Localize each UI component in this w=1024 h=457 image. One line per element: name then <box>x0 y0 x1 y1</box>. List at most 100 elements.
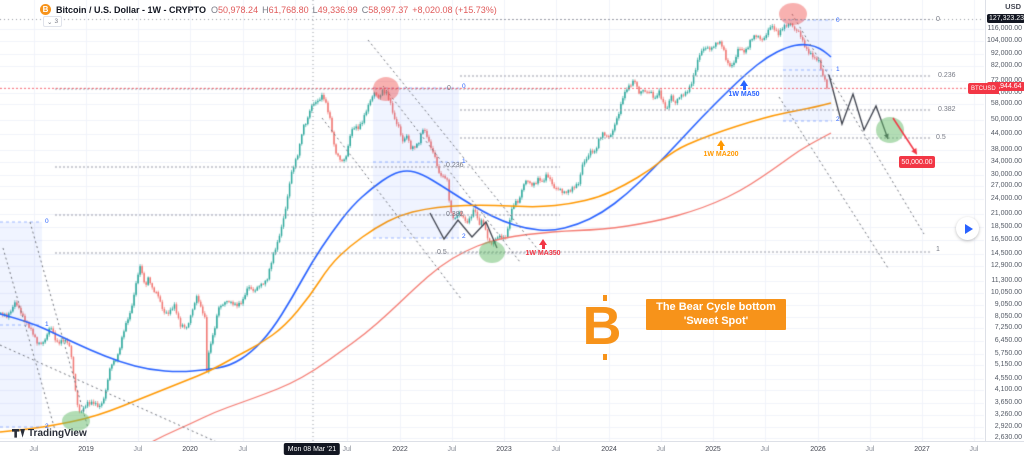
price-tick-label: 7,250.00 <box>994 324 1022 332</box>
target-price-label[interactable]: 50,000.00 <box>899 156 935 168</box>
price-axis[interactable]: USD 127,323.23 66,944.64 116,000.00 104,0… <box>985 0 1024 441</box>
low-label: L <box>312 4 318 15</box>
time-tick-label: Jul <box>238 446 248 453</box>
price-axis-unit: USD <box>1005 2 1021 11</box>
open-label: O <box>211 4 219 15</box>
price-tick-label: 24,000.00 <box>990 195 1022 203</box>
crosshair-date-label: Mon 08 Mar '21 <box>283 443 341 455</box>
price-tick-label: 5,150.00 <box>994 361 1022 369</box>
price-tick-label: 50,000.00 <box>990 115 1022 123</box>
price-tick-label: 18,500.00 <box>990 223 1022 231</box>
current-price-symbol-tag: BTCUSD <box>968 83 999 95</box>
price-tick-label: 82,000.00 <box>990 62 1022 70</box>
callout-line1: The Bear Cycle bottom <box>656 301 776 313</box>
price-tick-label: 10,050.00 <box>990 289 1022 297</box>
symbol-legend[interactable]: B Bitcoin / U.S. Dollar - 1W - CRYPTO O5… <box>40 3 497 16</box>
up-arrow-icon <box>717 140 725 146</box>
price-tick-label: 14,500.00 <box>990 249 1022 257</box>
time-tick-label: Jul <box>551 446 561 453</box>
tradingview-watermark[interactable]: TradingView <box>12 428 87 439</box>
time-tick-label: 2026 <box>810 446 826 453</box>
close-value: 58,997.37 <box>368 4 409 15</box>
price-tick-label: 2,920.00 <box>994 422 1022 430</box>
current-price-label: 66,944.64 <box>987 82 1024 92</box>
fib-level-label: 0.236 <box>938 72 956 79</box>
tradingview-brand-text: TradingView <box>28 428 87 439</box>
box-level-label: 2 <box>836 116 840 123</box>
time-tick-label: Jul <box>342 446 352 453</box>
box-level-label: 0 <box>836 17 840 24</box>
box-level-label: 1 <box>462 158 466 165</box>
callout-line2: 'Sweet Spot' <box>683 315 749 327</box>
price-tick-label: 72,000.00 <box>990 76 1022 84</box>
ohlc-values: O50,978.24 H61,768.80 L49,336.99 C58,997… <box>211 5 497 15</box>
price-tick-label: 4,550.00 <box>994 374 1022 382</box>
fib-level-label: 1 <box>936 246 940 253</box>
collapse-indicators-button[interactable]: ⌄ 3 <box>43 16 63 27</box>
fib-level-label: 0 <box>447 85 451 92</box>
box-level-label: 0 <box>45 218 49 225</box>
time-tick-label: Jul <box>29 446 39 453</box>
ma-annotation[interactable]: 1W MA200 <box>696 140 746 158</box>
price-tick-label: 21,000.00 <box>990 209 1022 217</box>
ma-label-text: 1W MA350 <box>525 250 561 257</box>
box-level-label: 1 <box>45 321 49 328</box>
price-tick-label: 12,900.00 <box>990 262 1022 270</box>
time-tick-label: Jul <box>447 446 457 453</box>
bear-cycle-callout[interactable]: The Bear Cycle bottom 'Sweet Spot' <box>646 299 786 330</box>
price-tick-label: 30,000.00 <box>990 171 1022 179</box>
up-arrow-icon <box>539 239 547 245</box>
play-arrow-icon <box>964 223 973 234</box>
time-tick-label: 2024 <box>601 446 617 453</box>
price-tick-label: 116,000.00 <box>987 25 1022 32</box>
time-tick-label: Jul <box>865 446 875 453</box>
bitcoin-logo-icon: B <box>580 295 624 360</box>
bitcoin-symbol-icon: B <box>40 4 51 15</box>
ma-annotation[interactable]: 1W MA50 <box>719 80 769 98</box>
up-arrow-stem <box>719 146 723 150</box>
up-arrow-icon <box>740 80 748 86</box>
up-arrow-stem <box>742 86 746 90</box>
time-tick-label: 2025 <box>705 446 721 453</box>
fib-level-label: 0 <box>936 16 940 23</box>
price-tick-label: 34,000.00 <box>990 157 1022 165</box>
indicator-count: 3 <box>54 18 59 25</box>
time-tick-label: 2027 <box>914 446 930 453</box>
ma-annotation[interactable]: 1W MA350 <box>518 239 568 257</box>
time-tick-label: 2020 <box>182 446 198 453</box>
price-tick-label: 11,300.00 <box>991 276 1022 284</box>
bitcoin-logo-b: B <box>582 296 622 356</box>
high-value: 61,768.80 <box>268 4 309 15</box>
fib-level-label: 0.5 <box>437 249 447 256</box>
bitcoin-logo-bottom-bar <box>603 354 607 360</box>
time-tick-label: 2023 <box>496 446 512 453</box>
crosshair-price-label: 127,323.23 <box>987 13 1024 23</box>
fib-level-label: 0.5 <box>936 134 946 141</box>
fib-level-label: 0.382 <box>938 106 956 113</box>
box-level-label: 2 <box>462 233 466 240</box>
symbol-title[interactable]: Bitcoin / U.S. Dollar - 1W - CRYPTO <box>56 4 207 15</box>
time-tick-label: Jul <box>760 446 770 453</box>
time-tick-label: Jul <box>656 446 666 453</box>
tradingview-logo-icon <box>12 429 25 438</box>
high-label: H <box>262 4 269 15</box>
fib-level-label: 0.236 <box>446 162 464 169</box>
price-tick-label: 104,000.00 <box>986 36 1022 44</box>
price-tick-label: 4,100.00 <box>994 386 1022 394</box>
fib-level-label: 0.382 <box>446 211 464 218</box>
ma-label-text: 1W MA50 <box>728 91 760 98</box>
price-tick-label: 38,000.00 <box>990 145 1022 153</box>
price-tick-label: 58,000.00 <box>990 99 1022 107</box>
time-axis[interactable]: Mon 08 Mar '21 Jul2019Jul2020Jul2021Jul2… <box>0 441 1024 457</box>
price-tick-label: 2,630.00 <box>994 433 1022 441</box>
go-to-realtime-button[interactable] <box>956 217 979 240</box>
ma-label-text: 1W MA200 <box>703 151 739 158</box>
price-tick-label: 64,000.00 <box>990 89 1022 97</box>
price-tick-label: 92,000.00 <box>990 50 1022 58</box>
open-value: 50,978.24 <box>218 4 259 15</box>
price-tick-label: 27,000.00 <box>990 182 1022 190</box>
box-level-label: 1 <box>836 66 840 73</box>
price-tick-label: 44,000.00 <box>990 129 1022 137</box>
